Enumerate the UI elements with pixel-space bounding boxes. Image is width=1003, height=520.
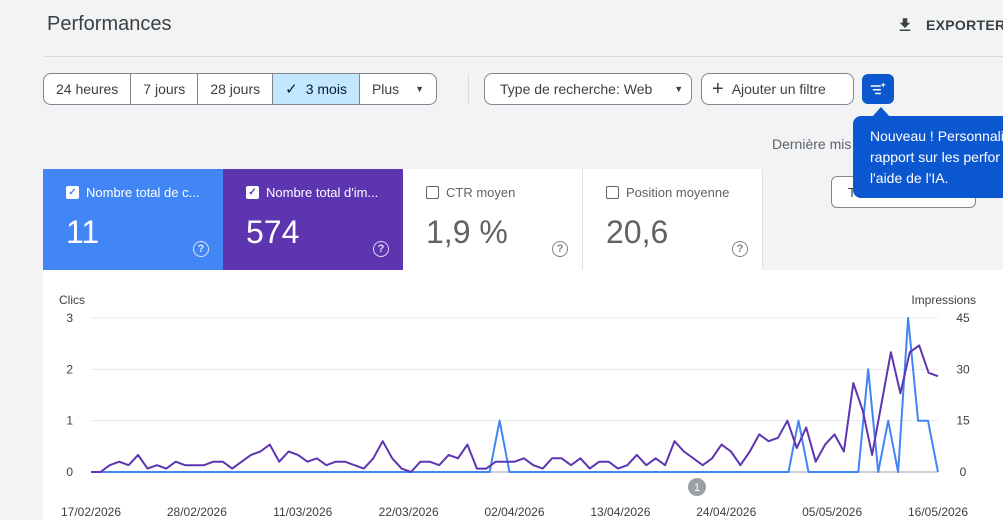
range-28d-label: 28 jours: [210, 81, 261, 97]
search-type-dropdown[interactable]: Type de recherche: Web ▼: [484, 73, 692, 105]
right-tick-label: 15: [956, 414, 970, 428]
performance-chart-card: Clics Impressions 0 0 1 15 2 30 3 45 17/02/2026 28/…: [43, 270, 1003, 520]
tooltip-line: l'aide de l'IA.: [870, 170, 949, 186]
header: Performances EXPORTER: [0, 0, 1003, 56]
export-button[interactable]: EXPORTER: [896, 12, 1003, 38]
x-tick-label: 24/04/2026: [696, 505, 756, 519]
metric-impressions-card[interactable]: ✓ Nombre total d'im... 574 ?: [223, 169, 403, 270]
metric-clicks-card[interactable]: ✓ Nombre total de c... 11 ?: [43, 169, 223, 270]
outline-button-label: T: [848, 184, 856, 200]
checkbox-unchecked-icon[interactable]: [426, 186, 439, 199]
right-axis-title: Impressions: [911, 293, 976, 307]
left-tick-label: 2: [66, 362, 73, 376]
range-more-button[interactable]: Plus ▼: [360, 74, 436, 104]
last-update-text: Dernière mis: [772, 136, 852, 152]
annotation-marker: [688, 478, 706, 496]
metric-value: 11: [66, 214, 100, 250]
metric-value: 574: [246, 214, 300, 250]
x-tick-label: 05/05/2026: [802, 505, 862, 519]
range-7d-label: 7 jours: [143, 81, 186, 97]
impressions-series-line: [91, 344, 939, 473]
x-tick-label: 13/04/2026: [590, 505, 650, 519]
caret-down-icon: ▼: [415, 84, 425, 94]
range-more-label: Plus: [371, 81, 400, 97]
left-axis-title: Clics: [59, 293, 85, 307]
left-tick-label: 1: [66, 414, 73, 428]
range-3m-button[interactable]: ✓ 3 mois: [273, 74, 360, 104]
metric-label: Position moyenne: [626, 185, 730, 200]
clicks-series-line: [91, 317, 939, 473]
left-tick-label: 0: [66, 465, 73, 479]
header-divider: [43, 56, 1003, 57]
x-tick-label: 17/02/2026: [61, 505, 121, 519]
help-icon[interactable]: ?: [193, 241, 209, 257]
right-tick-label: 45: [956, 311, 970, 325]
ai-customize-button[interactable]: [862, 74, 894, 104]
plus-icon: +: [712, 78, 724, 100]
x-tick-label: 22/03/2026: [379, 505, 439, 519]
range-24h-button[interactable]: 24 heures: [44, 74, 132, 104]
annotation-label: 1: [694, 482, 700, 494]
date-range-selector: 24 heures 7 jours 28 jours ✓ 3 mois Plus ▼: [43, 73, 438, 105]
metric-value: 20,6: [606, 214, 669, 250]
range-24h-label: 24 heures: [56, 81, 119, 97]
tooltip-line: Nouveau ! Personnali: [870, 128, 1003, 144]
download-icon: [899, 18, 911, 31]
range-3m-label: 3 mois: [305, 81, 347, 97]
export-label: EXPORTER: [926, 17, 1003, 33]
checkbox-checked-icon[interactable]: ✓: [246, 186, 259, 199]
help-icon[interactable]: ?: [732, 241, 748, 257]
caret-down-icon: ▼: [674, 84, 684, 94]
help-icon[interactable]: ?: [552, 241, 568, 257]
tooltip-line: rapport sur les perfor: [870, 149, 1000, 165]
metric-label: CTR moyen: [446, 185, 516, 200]
x-tick-label: 11/03/2026: [273, 505, 332, 519]
add-filter-label: Ajouter un filtre: [731, 81, 826, 97]
metric-position-card[interactable]: Position moyenne 20,6 ?: [583, 169, 763, 270]
search-type-label: Type de recherche: Web: [500, 81, 653, 97]
check-icon: ✓: [285, 81, 298, 98]
page-title: Performances: [47, 13, 172, 35]
metric-ctr-card[interactable]: CTR moyen 1,9 % ?: [403, 169, 583, 270]
tooltip-arrow: [872, 107, 890, 117]
performance-chart[interactable]: Clics Impressions 0 0 1 15 2 30 3 45 17/02/2026 28/…: [43, 270, 1003, 520]
x-tick-label: 28/02/2026: [167, 505, 227, 519]
checkbox-unchecked-icon[interactable]: [606, 186, 619, 199]
right-tick-label: 30: [956, 362, 970, 376]
metric-label: Nombre total de c...: [86, 185, 200, 200]
left-tick-label: 3: [66, 311, 73, 325]
right-tick-label: 0: [960, 465, 967, 479]
ai-filter-icon: [870, 82, 886, 95]
x-tick-label: 16/05/2026: [908, 505, 968, 519]
checkbox-checked-icon[interactable]: ✓: [66, 186, 79, 199]
ai-tooltip: Nouveau ! Personnali rapport sur les per…: [853, 116, 1003, 198]
range-28d-button[interactable]: 28 jours: [198, 74, 274, 104]
range-7d-button[interactable]: 7 jours: [131, 74, 199, 104]
x-tick-label: 02/04/2026: [484, 505, 544, 519]
help-icon[interactable]: ?: [373, 241, 389, 257]
add-filter-button[interactable]: + Ajouter un filtre: [701, 73, 854, 105]
metric-label: Nombre total d'im...: [266, 185, 379, 200]
toolbar-separator: [468, 74, 469, 104]
metric-value: 1,9 %: [426, 214, 508, 250]
